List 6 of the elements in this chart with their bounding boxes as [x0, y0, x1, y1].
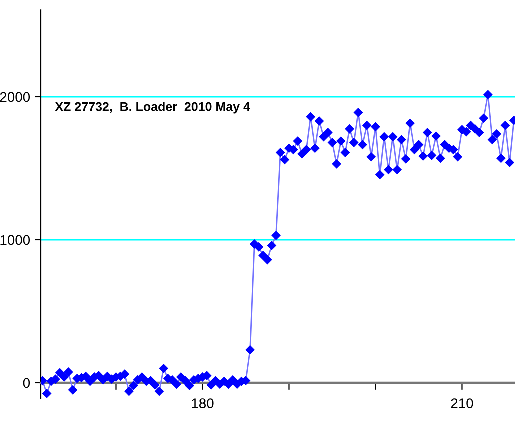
x-tick-label: 180	[192, 398, 214, 408]
y-tick-label: 2000	[0, 92, 30, 102]
x-tick-label: 210	[451, 398, 474, 408]
y-tick-label: 1000	[0, 235, 30, 246]
annotation: XZ 27732, B. Loader 2010 May 4	[55, 102, 250, 114]
y-tick-label: 0	[23, 378, 30, 388]
